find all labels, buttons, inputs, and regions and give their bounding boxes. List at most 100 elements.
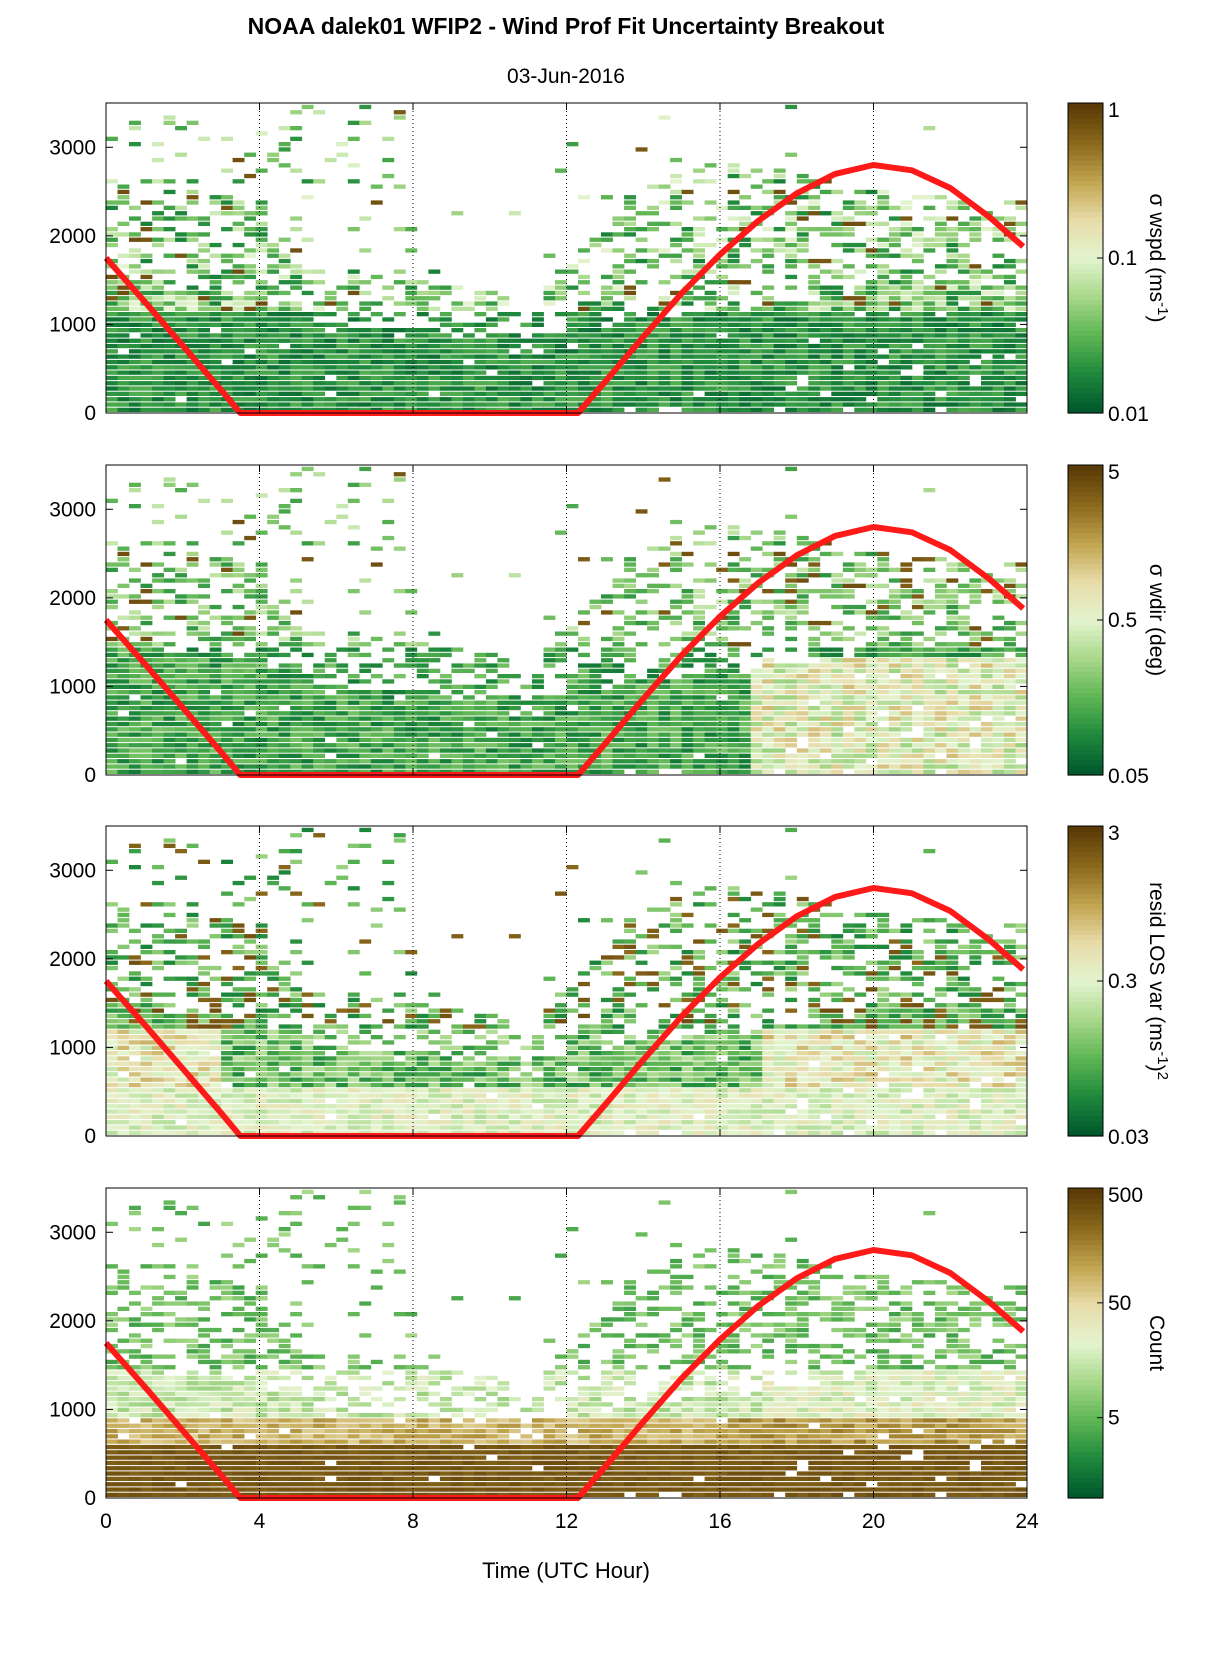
heatmap-cell [1015,354,1028,359]
heatmap-cell [405,227,418,232]
heatmap-cell [923,216,936,221]
heatmap-cell [198,610,210,615]
heatmap-cell [255,296,268,301]
heatmap-cell [819,679,832,684]
heatmap-cell [232,306,245,311]
heatmap-cell [474,354,487,359]
y-tick-label: 1000 [49,313,96,336]
heatmap-cell [255,594,268,599]
heatmap-cell [555,312,567,317]
heatmap-cell [681,636,694,642]
heatmap-cell [152,504,164,509]
heatmap-cell [704,711,717,716]
heatmap-cell [347,705,360,711]
heatmap-cell [209,732,222,737]
heatmap-cell [647,711,659,716]
heatmap-cell [831,727,844,732]
heatmap-cell [209,658,222,663]
heatmap-cell [232,205,245,210]
heatmap-cell [485,317,498,322]
heatmap-cell [957,338,970,343]
heatmap-cell [911,338,924,343]
heatmap-cell [992,684,1005,689]
heatmap-cell [555,397,567,402]
heatmap-cell [900,743,913,748]
heatmap-cell [785,705,798,711]
heatmap-cell [601,391,613,396]
heatmap-cell [750,721,763,727]
heatmap-cell [877,716,890,721]
heatmap-cell [532,679,544,684]
heatmap-cell [773,530,786,535]
heatmap-cell [1015,567,1028,572]
heatmap-cell [900,705,913,711]
heatmap-cell [934,599,947,604]
heatmap-cell [416,301,429,306]
heatmap-cell [934,668,947,673]
heatmap-cell [578,274,590,280]
heatmap-cell [244,216,257,221]
heatmap-cell [336,769,349,774]
heatmap-cell [693,658,705,663]
heatmap-cell [163,359,176,365]
heatmap-cell [244,695,257,700]
heatmap-cell [888,594,901,599]
heatmap-cell [336,716,349,721]
heatmap-cell [209,375,222,381]
heatmap-cell [981,370,993,375]
heatmap-cell [140,589,153,594]
heatmap-cell [140,658,153,663]
heatmap-cell [129,264,141,269]
heatmap-cell [762,615,775,620]
heatmap-cell [693,216,705,221]
heatmap-cell [555,296,567,301]
heatmap-cell [819,764,832,769]
heatmap-cell [716,711,729,716]
heatmap-cell [865,732,878,737]
heatmap-cell [670,541,682,546]
colorbar-segment [1068,175,1103,182]
heatmap-cell [578,365,590,370]
heatmap-cell [336,142,349,147]
heatmap-cell [727,163,740,168]
heatmap-cell [911,557,924,562]
heatmap-cell [336,397,349,402]
heatmap-cell [612,610,625,615]
heatmap-cell [106,1082,118,1088]
heatmap-cell [428,386,441,391]
heatmap-cell [163,269,176,274]
heatmap-cell [739,557,752,562]
heatmap-cell [474,748,487,753]
heatmap-cell [152,1088,164,1093]
heatmap-cell [152,375,164,381]
heatmap-cell [670,583,682,588]
heatmap-cell [543,658,556,663]
heatmap-cell [865,333,878,338]
heatmap-cell [140,1003,153,1008]
heatmap-cell [152,663,164,668]
heatmap-cell [543,743,556,748]
heatmap-cell [704,386,717,391]
heatmap-cell [1004,306,1016,311]
heatmap-cell [301,769,314,774]
heatmap-cell [612,328,625,333]
heatmap-cell [865,264,878,269]
heatmap-cell [382,519,395,525]
heatmap-cell [612,759,625,764]
heatmap-cell [232,716,245,721]
heatmap-cell [900,716,913,721]
heatmap-cell [393,753,406,758]
heatmap-cell [888,716,901,721]
heatmap-cell [808,227,821,232]
heatmap-cell [405,248,418,253]
heatmap-cell [439,349,452,354]
heatmap-cell [854,759,867,764]
heatmap-cell [773,732,786,737]
heatmap-cell [704,343,717,349]
heatmap-cell [416,407,429,412]
heatmap-cell [186,189,199,195]
heatmap-cell [451,402,464,407]
heatmap-cell [693,407,705,412]
heatmap-cell [612,668,625,673]
